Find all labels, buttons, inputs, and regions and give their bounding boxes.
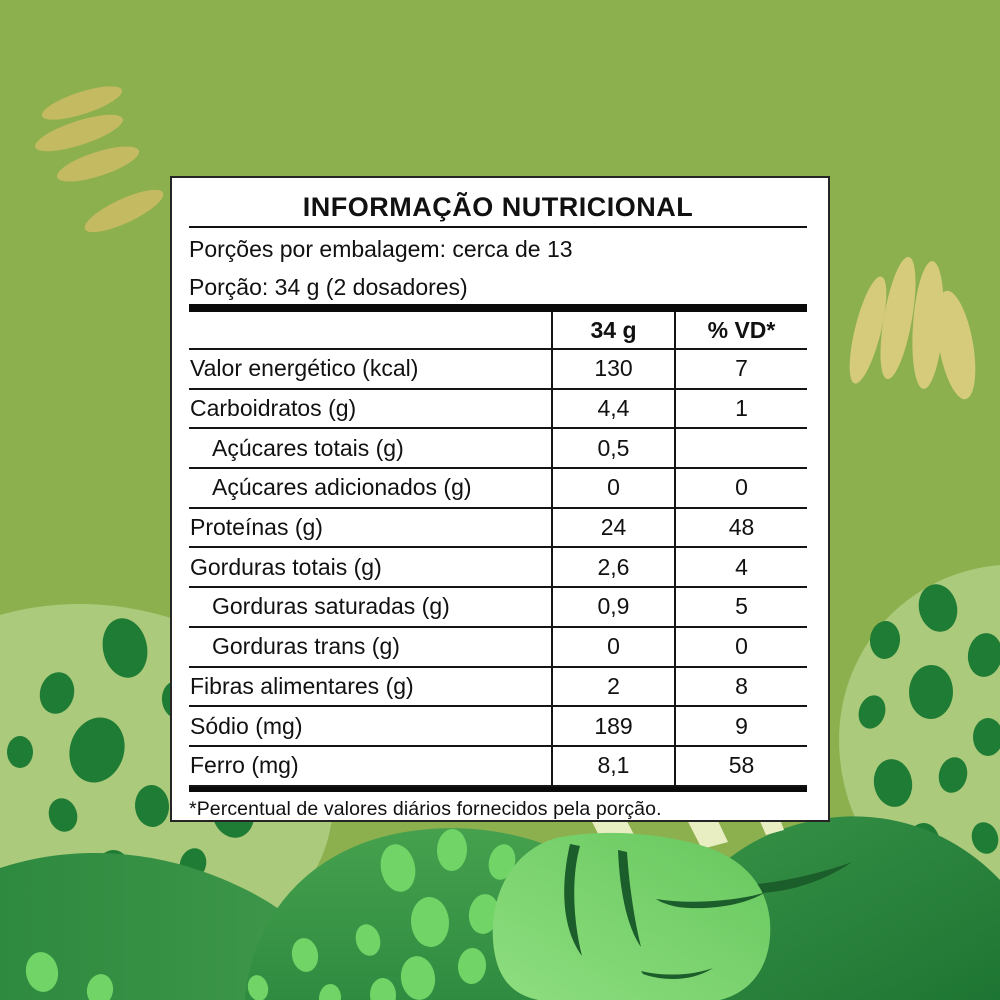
row-dv: 58 xyxy=(674,746,807,785)
row-amount: 0,5 xyxy=(551,429,674,468)
table-row: Proteínas (g) 24 48 xyxy=(189,508,807,549)
table-row: Gorduras trans (g) 0 0 xyxy=(189,627,807,668)
brush-strokes-top-left xyxy=(35,86,164,233)
title-divider xyxy=(189,226,807,228)
row-label: Gorduras totais (g) xyxy=(190,553,382,580)
row-dv xyxy=(674,429,807,468)
table-row: Gorduras saturadas (g) 0,9 5 xyxy=(189,588,807,628)
table-row: Valor energético (kcal) 130 7 xyxy=(189,350,807,390)
table-row: Ferro (mg) 8,1 58 xyxy=(189,746,807,787)
row-amount: 0,9 xyxy=(551,588,674,626)
panel-title: INFORMAÇÃO NUTRICIONAL xyxy=(302,192,694,222)
table-bottom-bar xyxy=(189,786,807,792)
row-dv: 5 xyxy=(674,588,807,626)
header-amount: 34 g xyxy=(551,312,674,348)
row-label: Açúcares totais (g) xyxy=(212,434,404,461)
table-row: Açúcares adicionados (g) 0 0 xyxy=(189,469,807,509)
row-amount: 24 xyxy=(551,508,674,547)
row-dv: 48 xyxy=(674,508,807,547)
serving-size: Porção: 34 g (2 dosadores) xyxy=(189,274,468,300)
servings-per-package: Porções por embalagem: cerca de 13 xyxy=(189,236,573,262)
row-amount: 0 xyxy=(551,627,674,666)
table-header-row: 34 g % VD* xyxy=(189,312,807,350)
table-row: Sódio (mg) 189 9 xyxy=(189,707,807,747)
row-label: Carboidratos (g) xyxy=(190,395,357,422)
row-amount: 8,1 xyxy=(551,746,674,785)
table-top-bar xyxy=(189,304,807,312)
row-amount: 0 xyxy=(551,469,674,507)
table-row: Carboidratos (g) 4,4 1 xyxy=(189,389,807,430)
row-amount: 4,4 xyxy=(551,389,674,428)
footnote: *Percentual de valores diários fornecido… xyxy=(189,797,662,820)
row-dv: 1 xyxy=(674,389,807,428)
row-dv: 8 xyxy=(674,667,807,706)
nutrition-facts-panel: INFORMAÇÃO NUTRICIONAL Porções por embal… xyxy=(170,176,830,822)
row-dv: 9 xyxy=(674,707,807,745)
nutrition-table-body: Valor energético (kcal) 130 7 Carboidrat… xyxy=(189,350,807,787)
row-dv: 0 xyxy=(674,469,807,507)
row-label: Gorduras saturadas (g) xyxy=(212,593,450,620)
row-label: Ferro (mg) xyxy=(190,752,299,779)
row-dv: 0 xyxy=(674,627,807,666)
row-label: Gorduras trans (g) xyxy=(212,633,400,660)
row-amount: 130 xyxy=(551,350,674,388)
row-label: Valor energético (kcal) xyxy=(190,355,419,382)
table-row: Gorduras totais (g) 2,6 4 xyxy=(189,548,807,589)
row-amount: 2 xyxy=(551,667,674,706)
row-dv: 4 xyxy=(674,548,807,587)
pad-right-spots xyxy=(858,584,1000,867)
header-daily-value: % VD* xyxy=(674,312,807,348)
leaf-fan-right xyxy=(849,256,976,400)
monstera-leaf xyxy=(492,832,771,1000)
row-label: Açúcares adicionados (g) xyxy=(212,474,472,501)
row-label: Sódio (mg) xyxy=(190,712,303,739)
table-row: Açúcares totais (g) 0,5 xyxy=(189,429,807,470)
row-dv: 7 xyxy=(674,350,807,388)
table-row: Fibras alimentares (g) 2 8 xyxy=(189,667,807,708)
row-amount: 2,6 xyxy=(551,548,674,587)
row-amount: 189 xyxy=(551,707,674,745)
row-label: Proteínas (g) xyxy=(190,514,323,541)
row-label: Fibras alimentares (g) xyxy=(190,672,414,699)
